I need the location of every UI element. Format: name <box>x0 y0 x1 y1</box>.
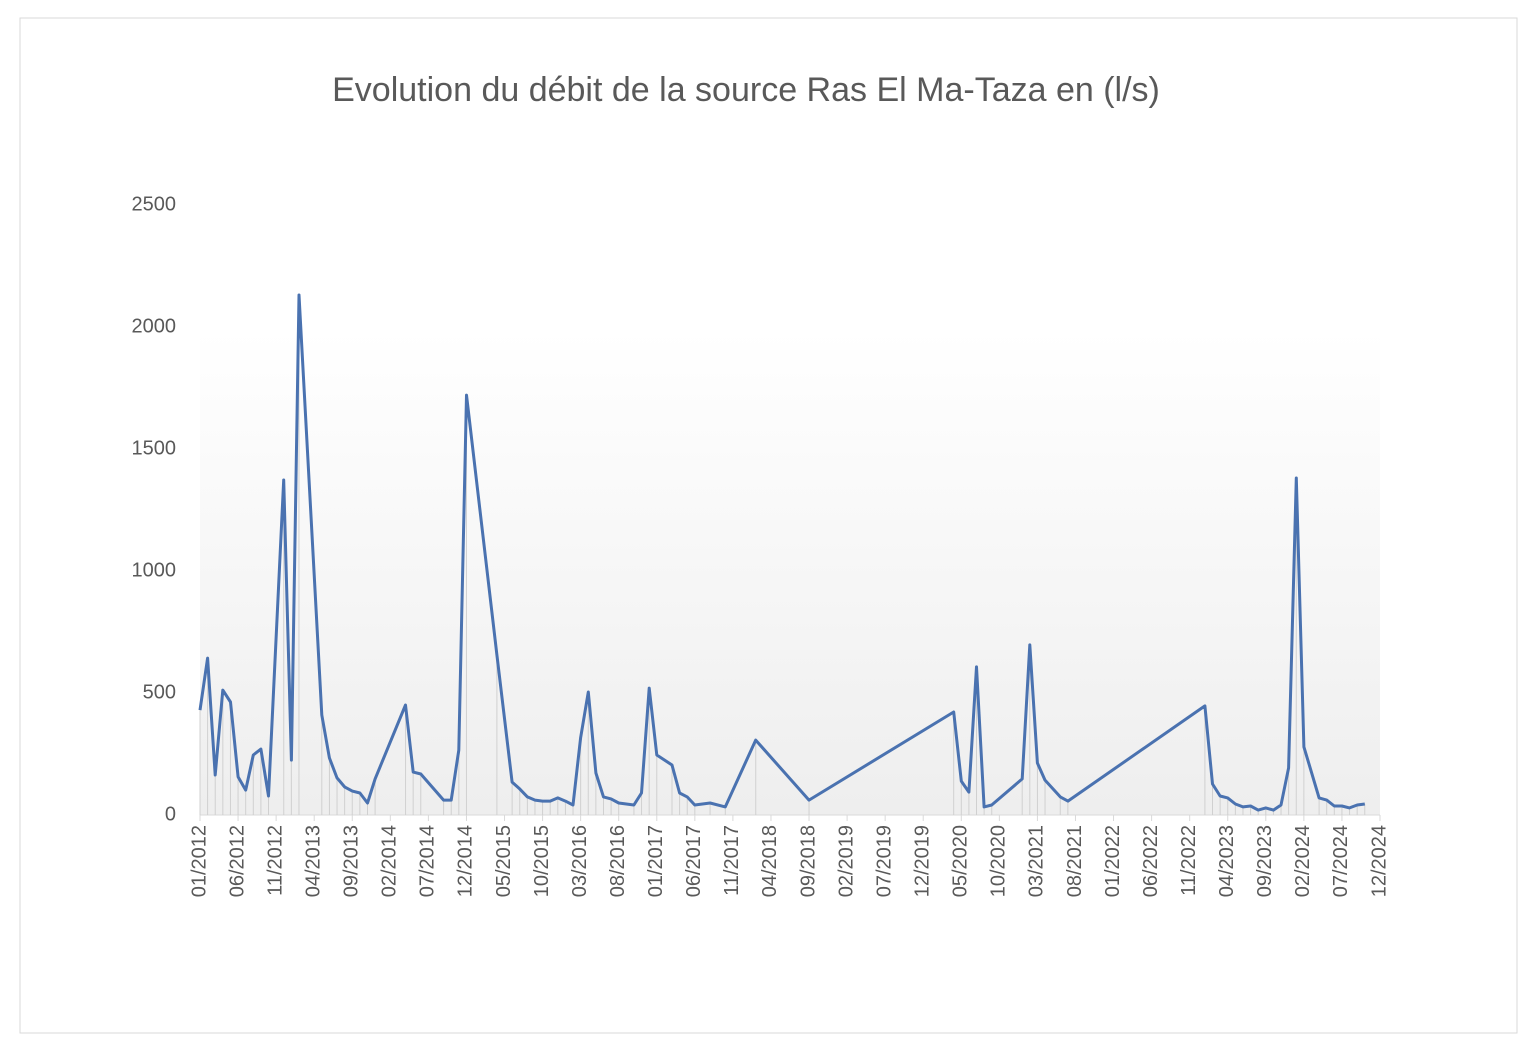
x-tick-label: 07/2024 <box>1330 825 1352 897</box>
y-tick-label: 0 <box>165 803 176 825</box>
x-tick-label: 06/2022 <box>1140 825 1162 897</box>
x-tick-label: 06/2012 <box>226 825 248 897</box>
x-tick-label: 08/2016 <box>607 825 629 897</box>
x-tick-label: 02/2014 <box>379 825 401 897</box>
x-tick-label: 09/2023 <box>1254 825 1276 897</box>
y-tick-label: 2000 <box>132 315 177 337</box>
y-tick-label: 1000 <box>132 559 177 581</box>
chart-title: Evolution du débit de la source Ras El M… <box>332 71 1160 109</box>
x-tick-label: 02/2019 <box>835 825 857 897</box>
x-tick-label: 11/2012 <box>264 825 286 896</box>
x-tick-label: 12/2019 <box>912 825 934 897</box>
x-tick-label: 07/2014 <box>417 825 439 897</box>
x-tick-label: 12/2024 <box>1368 825 1390 897</box>
x-tick-label: 01/2017 <box>645 825 667 897</box>
x-tick-label: 01/2022 <box>1102 825 1124 897</box>
x-tick-label: 03/2016 <box>569 825 591 897</box>
x-tick-label: 10/2015 <box>531 825 553 897</box>
x-tick-label: 04/2018 <box>759 825 781 897</box>
y-tick-label: 2500 <box>132 193 177 215</box>
x-tick-label: 02/2024 <box>1292 825 1314 897</box>
x-tick-label: 04/2023 <box>1216 825 1238 897</box>
x-tick-label: 01/2012 <box>188 825 210 897</box>
x-tick-label: 05/2015 <box>493 825 515 897</box>
x-tick-label: 06/2017 <box>683 825 705 897</box>
x-tick-label: 05/2020 <box>950 825 972 897</box>
x-tick-label: 09/2013 <box>341 825 363 897</box>
y-tick-label: 500 <box>143 681 176 703</box>
x-tick-label: 07/2019 <box>873 825 895 897</box>
x-tick-label: 03/2021 <box>1026 825 1048 897</box>
x-tick-label: 08/2021 <box>1064 825 1086 897</box>
x-tick-label: 10/2020 <box>988 825 1010 897</box>
x-tick-label: 11/2022 <box>1178 825 1200 896</box>
plot-background <box>200 330 1380 815</box>
y-tick-label: 1500 <box>132 437 177 459</box>
x-tick-label: 04/2013 <box>302 825 324 897</box>
x-tick-label: 11/2017 <box>721 825 743 896</box>
data-line <box>198 293 1365 812</box>
x-tick-label: 12/2014 <box>455 825 477 897</box>
x-tick-label: 09/2018 <box>797 825 819 897</box>
